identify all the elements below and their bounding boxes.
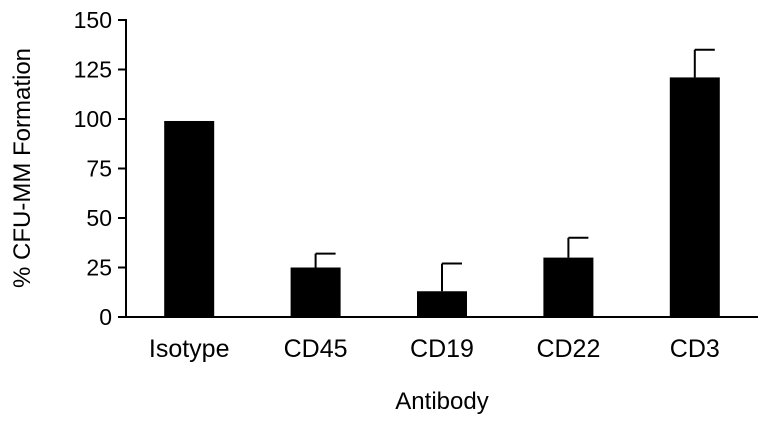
y-tick-label: 75: [86, 156, 112, 182]
bar-cd45: [290, 267, 341, 317]
category-label-cd3: CD3: [670, 335, 720, 363]
x-axis-categories: Isotype CD45 CD19 CD22 CD3: [149, 335, 720, 363]
y-tick-label: 100: [74, 106, 112, 132]
category-label-cd45: CD45: [284, 335, 348, 363]
category-label-isotype: Isotype: [149, 335, 230, 363]
bar-cd3: [669, 77, 720, 317]
error-bars: [314, 48, 715, 292]
y-tick-label: 0: [99, 304, 112, 330]
y-axis-title: % CFU-MM Formation: [9, 48, 36, 288]
bar-cd22: [543, 257, 594, 317]
y-axis-ticks: 0 25 50 75 100 125 150: [74, 7, 126, 330]
bar-cd19: [417, 291, 467, 317]
category-label-cd22: CD22: [536, 335, 600, 363]
y-tick-label: 125: [74, 57, 112, 83]
y-tick-label: 25: [86, 255, 112, 281]
y-tick-label: 50: [86, 205, 112, 231]
y-tick-label: 150: [74, 7, 112, 33]
category-label-cd19: CD19: [410, 335, 474, 363]
x-axis-title: Antibody: [395, 388, 488, 415]
bars: [164, 77, 720, 317]
bar-isotype: [164, 120, 215, 317]
